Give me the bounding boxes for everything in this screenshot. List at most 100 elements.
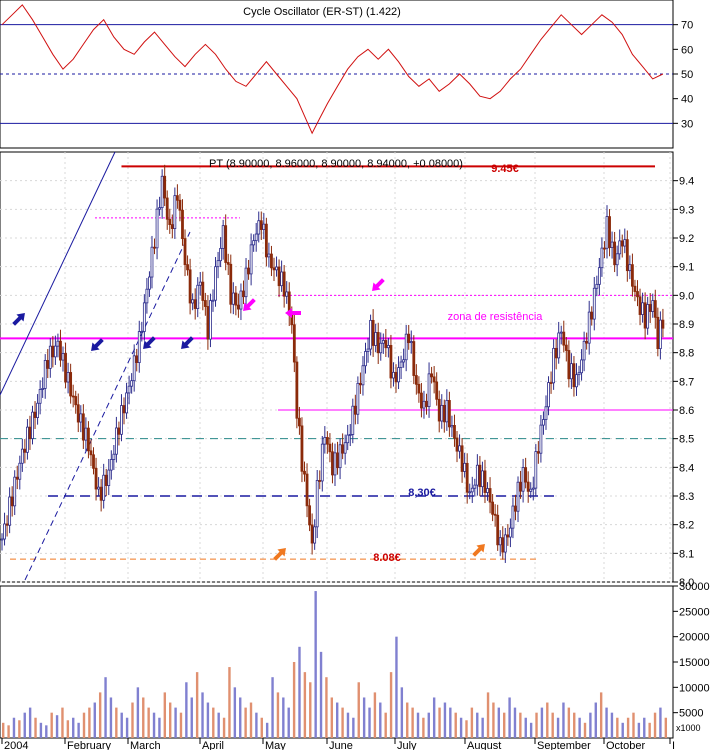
blue-arrow-icon <box>143 336 156 349</box>
candle-body <box>26 426 29 453</box>
candle-body <box>285 291 289 297</box>
candle-body <box>559 331 563 334</box>
candle-body <box>374 332 378 346</box>
volume-bar <box>643 717 646 738</box>
month-label: February <box>67 740 112 750</box>
trend-lines <box>0 151 191 581</box>
candle-body <box>526 481 530 492</box>
oscillator-series <box>1 4 664 135</box>
candle-body <box>272 267 276 271</box>
candle-body <box>107 469 111 486</box>
price-tick-label: 8.4 <box>679 462 694 474</box>
month-label: May <box>265 740 286 750</box>
month-label: March <box>130 740 161 750</box>
candle-body <box>582 340 586 361</box>
volume-bar <box>368 707 371 738</box>
price-panel <box>0 151 674 583</box>
candle-body <box>633 285 637 292</box>
volume-bar <box>147 707 150 738</box>
candlestick-series <box>0 164 665 563</box>
candle-body <box>592 287 596 320</box>
volume-bar <box>163 692 167 738</box>
volume-bar <box>449 707 452 738</box>
candle-body <box>371 319 375 346</box>
candle-body <box>356 382 360 415</box>
candle-body <box>430 373 433 378</box>
candle-body <box>442 404 446 423</box>
candle-body <box>242 290 245 298</box>
candle-body <box>656 316 660 350</box>
candle-body <box>145 288 149 304</box>
candle-body <box>201 281 205 301</box>
trendline-dashed <box>24 231 191 581</box>
volume-bar <box>45 725 48 738</box>
candle-body <box>577 372 581 376</box>
candle-body <box>417 383 421 394</box>
volume-bar <box>206 702 210 738</box>
volume-bars <box>2 591 668 738</box>
candle-body <box>447 400 451 428</box>
volume-bar <box>492 702 495 738</box>
candle-body <box>300 425 304 472</box>
volume-bar <box>287 707 290 738</box>
candle-body <box>257 220 261 235</box>
volume-bar <box>486 692 490 738</box>
candle-body <box>544 406 548 420</box>
candle-body <box>483 470 487 493</box>
candle-body <box>402 359 406 363</box>
candle-body <box>646 304 650 329</box>
price-tick-label: 8.7 <box>679 376 694 388</box>
candle-body <box>506 534 510 538</box>
volume-bar <box>508 697 511 738</box>
candle-body <box>160 175 164 209</box>
price-tick-label: 9.1 <box>679 262 694 274</box>
volume-bar <box>357 682 360 738</box>
osc-tick-label: 60 <box>681 44 693 56</box>
candle-body <box>331 451 334 476</box>
candle-body <box>458 445 461 452</box>
volume-bar <box>443 702 447 738</box>
candle-body <box>498 537 502 546</box>
volume-bar <box>476 712 479 738</box>
month-label: September <box>537 740 591 750</box>
candle-body <box>252 240 256 246</box>
volume-bar <box>632 712 635 738</box>
candle-body <box>575 374 578 388</box>
volume-bar <box>578 717 581 738</box>
volume-bar <box>115 707 118 738</box>
volume-bar <box>373 692 377 738</box>
candle-body <box>384 340 388 349</box>
volume-bar <box>282 697 285 738</box>
candle-body <box>165 197 169 220</box>
volume-bar <box>648 722 651 738</box>
candle-body <box>455 437 459 452</box>
candle-body <box>163 175 167 199</box>
candle-body <box>503 534 507 553</box>
candle-body <box>104 474 108 486</box>
osc-tick-label: 70 <box>681 20 693 32</box>
candle-body <box>468 491 472 494</box>
volume-tick-label: 5000 <box>679 708 703 720</box>
volume-bar <box>599 692 603 738</box>
volume-bar <box>39 722 43 738</box>
candle-body <box>216 260 220 268</box>
candle-body <box>0 538 4 541</box>
candle-body <box>407 333 411 344</box>
candle-body <box>572 363 576 388</box>
volume-bar <box>174 707 177 738</box>
volume-bar <box>217 712 220 738</box>
candle-body <box>313 526 317 544</box>
volume-bar <box>454 712 457 738</box>
candle-body <box>605 216 609 249</box>
candle-body <box>76 404 80 423</box>
candle-body <box>125 392 128 414</box>
candle-body <box>186 264 189 271</box>
candle-body <box>420 392 423 409</box>
volume-bar <box>567 707 571 738</box>
candle-body <box>547 382 550 408</box>
candle-body <box>631 264 634 287</box>
candle-body <box>148 276 151 290</box>
volume-bar <box>583 722 587 738</box>
candle-body <box>41 388 45 390</box>
volume-bar <box>519 712 522 738</box>
